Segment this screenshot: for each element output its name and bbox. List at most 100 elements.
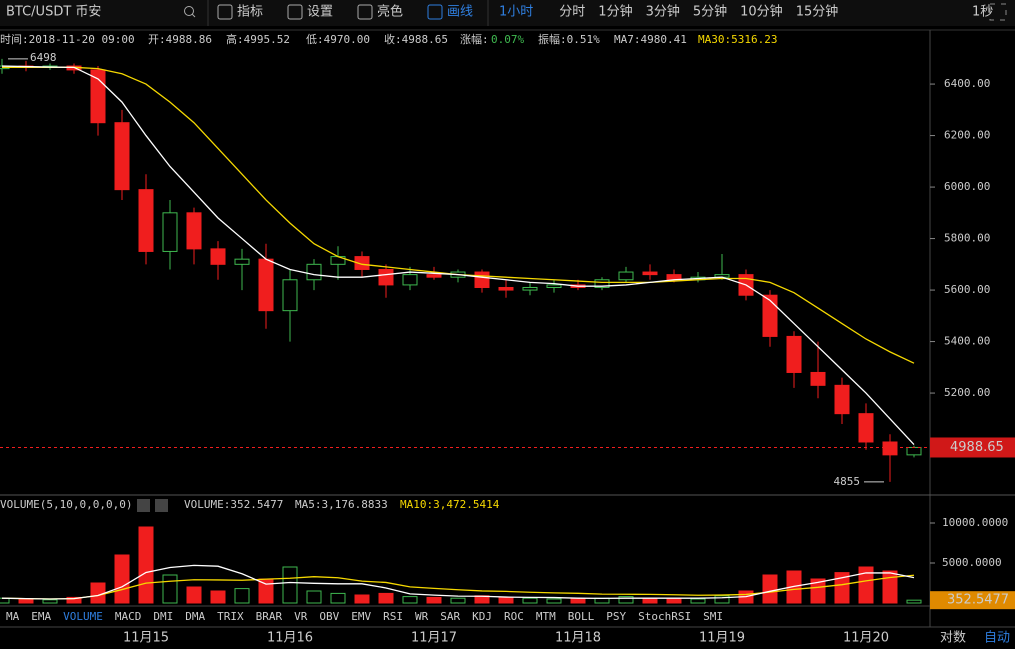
- indicator-tab[interactable]: VOLUME: [63, 610, 103, 623]
- ma7-line: [1, 65, 915, 446]
- last-price-label: 4988.65: [950, 440, 1004, 455]
- toolbar-icon: [217, 4, 233, 20]
- indicator-tab[interactable]: WR: [415, 610, 429, 623]
- candle-body: [378, 268, 394, 286]
- indicator-tab[interactable]: VR: [294, 610, 308, 623]
- indicator-tab[interactable]: BRAR: [256, 610, 283, 623]
- y-tick-label: 6400.00: [944, 77, 990, 90]
- indicator-tab[interactable]: StochRSI: [638, 610, 691, 623]
- volume-bar: [162, 574, 178, 604]
- info-ma7: MA7:4980.41: [614, 33, 687, 46]
- volume-bar: [378, 592, 394, 604]
- indicator-tab[interactable]: OBV: [319, 610, 339, 623]
- info-change-label: 涨幅:: [460, 33, 489, 46]
- search-icon[interactable]: [184, 6, 194, 16]
- indicator-tab[interactable]: BOLL: [568, 610, 595, 623]
- info-close: 收:4988.65: [384, 32, 448, 46]
- indicator-tab[interactable]: PSY: [606, 610, 626, 623]
- x-tick-label: 11月16: [267, 631, 313, 646]
- indicator-tab[interactable]: ROC: [504, 610, 524, 623]
- x-tick-label: 11月17: [411, 631, 457, 646]
- auto-toggle[interactable]: 自动: [984, 631, 1010, 646]
- indicator-tab[interactable]: RSI: [383, 610, 403, 623]
- pair[interactable]: BTC/USDT 币安: [6, 5, 101, 20]
- log-toggle[interactable]: 对数: [940, 631, 966, 646]
- candle-body: [546, 284, 562, 288]
- x-tick-label: 11月15: [123, 631, 169, 646]
- y-tick-label: 6200.00: [944, 129, 990, 142]
- volume-bar: [834, 572, 850, 604]
- volume-ma5: MA5:3,176.8833: [295, 498, 388, 511]
- toolbar: [0, 0, 1015, 26]
- indicator-tab[interactable]: DMA: [185, 610, 205, 623]
- interval[interactable]: 5分钟: [693, 4, 727, 20]
- volume-bar: [138, 526, 154, 604]
- candle-body: [234, 258, 250, 265]
- interval[interactable]: 3分钟: [646, 4, 680, 20]
- toolbar-item[interactable]: 画线: [447, 5, 473, 20]
- y-tick-label: 6000.00: [944, 180, 990, 193]
- interval[interactable]: 1分钟: [598, 4, 632, 20]
- volume-ma10: MA10:3,472.5414: [400, 498, 500, 511]
- volume-bar: [882, 570, 898, 604]
- toolbar-item[interactable]: 设置: [307, 5, 333, 20]
- interval[interactable]: 分时: [559, 5, 585, 20]
- close-button[interactable]: [155, 499, 168, 512]
- interval[interactable]: 15分钟: [796, 4, 839, 20]
- interval[interactable]: 1小时: [499, 5, 533, 20]
- volume-bar: [426, 596, 442, 604]
- candle-body: [90, 69, 106, 124]
- info-change: 0.07%: [491, 33, 524, 46]
- interval[interactable]: 10分钟: [740, 4, 783, 20]
- candle-body: [282, 279, 298, 312]
- volume-bar: [114, 554, 130, 604]
- volume-bar: [90, 582, 106, 604]
- toolbar-right[interactable]: 1秒: [972, 5, 993, 20]
- indicator-tab[interactable]: EMA: [31, 610, 51, 623]
- candle-body: [786, 335, 802, 373]
- indicator-tab[interactable]: DMI: [153, 610, 173, 623]
- toolbar-item[interactable]: 指标: [237, 5, 263, 20]
- volume-bar: [282, 566, 298, 604]
- volume-bar: [66, 596, 82, 604]
- candle-body: [354, 256, 370, 270]
- volume-ma5-line: [1, 564, 915, 600]
- volume-bar: [810, 578, 826, 604]
- candle-body: [906, 446, 922, 456]
- indicator-tab[interactable]: SAR: [440, 610, 460, 623]
- indicator-tab[interactable]: KDJ: [472, 610, 492, 623]
- candle-body: [474, 271, 490, 288]
- indicator-tab[interactable]: MTM: [536, 610, 556, 623]
- volume-bar: [666, 598, 682, 604]
- volume-bar: [762, 574, 778, 604]
- volume-bar: [690, 598, 706, 604]
- y-tick-label: 5600.00: [944, 283, 990, 296]
- info-low: 低:4970.00: [306, 33, 370, 46]
- info-ma30: MA30:5316.23: [698, 33, 777, 46]
- candle-body: [762, 294, 778, 337]
- volume-bar: [546, 598, 562, 604]
- high-marker: 6498: [30, 51, 57, 64]
- volume-bar: [642, 597, 658, 604]
- candle-body: [498, 286, 514, 291]
- fullscreen-icon[interactable]: [989, 3, 1007, 21]
- volume-params: VOLUME(5,10,0,0,0,0): [0, 498, 132, 511]
- x-tick-label: 11月19: [699, 631, 745, 646]
- info-amplitude: 振幅:0.51%: [538, 32, 600, 46]
- volume-bar: [906, 599, 922, 604]
- volume-bar: [618, 596, 634, 604]
- indicator-tab[interactable]: MA: [6, 610, 20, 623]
- indicator-tab[interactable]: SMI: [703, 610, 723, 623]
- toolbar-item[interactable]: 亮色: [377, 4, 403, 20]
- low-marker: 4855: [834, 475, 861, 488]
- search-icon: [191, 13, 196, 18]
- indicator-tab[interactable]: TRIX: [217, 610, 244, 623]
- settings-button[interactable]: [137, 499, 150, 512]
- indicator-tab[interactable]: MACD: [115, 610, 142, 623]
- y-tick-label: 5400.00: [944, 335, 990, 348]
- volume-bar: [714, 595, 730, 604]
- indicator-tab[interactable]: EMV: [351, 610, 371, 623]
- candle-body: [594, 279, 610, 288]
- x-tick-label: 11月18: [555, 631, 601, 646]
